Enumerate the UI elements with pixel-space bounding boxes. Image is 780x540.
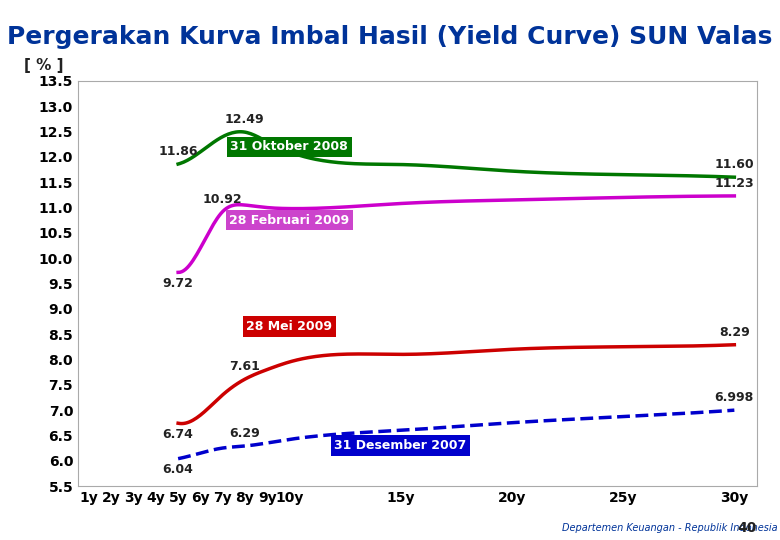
- Text: 6.998: 6.998: [714, 391, 754, 404]
- Text: 7.61: 7.61: [229, 360, 261, 373]
- Text: 31 Oktober 2008: 31 Oktober 2008: [231, 140, 348, 153]
- Text: 28 Mei 2009: 28 Mei 2009: [246, 320, 332, 333]
- Text: Departemen Keuangan - Republik Indonesia: Departemen Keuangan - Republik Indonesia: [562, 523, 777, 533]
- Text: 6.29: 6.29: [229, 427, 261, 440]
- Text: 40: 40: [737, 521, 757, 535]
- Text: 31 Desember 2007: 31 Desember 2007: [335, 439, 466, 452]
- Text: 6.04: 6.04: [163, 463, 193, 476]
- Text: Pergerakan Kurva Imbal Hasil (Yield Curve) SUN Valas: Pergerakan Kurva Imbal Hasil (Yield Curv…: [7, 25, 773, 49]
- Text: 8.29: 8.29: [719, 326, 750, 339]
- Text: 11.60: 11.60: [714, 158, 754, 171]
- Text: 6.74: 6.74: [163, 428, 193, 441]
- Text: [ % ]: [ % ]: [23, 58, 63, 73]
- Text: 10.92: 10.92: [203, 193, 243, 206]
- Text: 12.49: 12.49: [225, 113, 264, 126]
- Text: 9.72: 9.72: [163, 277, 193, 290]
- Text: 11.86: 11.86: [158, 145, 198, 158]
- Text: 11.23: 11.23: [714, 177, 754, 190]
- Text: 28 Februari 2009: 28 Februari 2009: [229, 214, 349, 227]
